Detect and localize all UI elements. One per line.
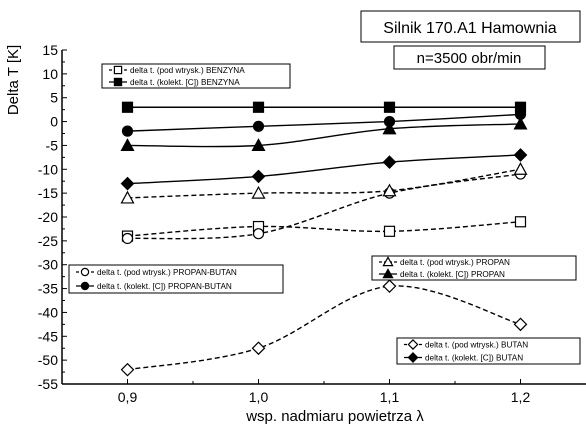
diamond-marker <box>407 339 419 350</box>
diamond-marker <box>513 148 528 162</box>
diamond-marker <box>407 352 419 363</box>
triangle-marker <box>382 256 394 267</box>
legend-entry-label: delta t. (pod wtrysk.) BUTAN <box>425 341 528 350</box>
diamond-marker <box>382 279 397 294</box>
legend-entry-label: delta t. (kolekt. [C]) PROPAN <box>400 270 505 279</box>
series-line <box>127 154 521 185</box>
triangle-marker <box>251 185 266 199</box>
legend-propan-butan: delta t. (pod wtrysk.) PROPAN-BUTAN delta… <box>68 264 284 294</box>
y-tick-label: -55 <box>38 376 58 392</box>
series-markers <box>120 101 528 377</box>
y-tick-label: -45 <box>38 328 58 344</box>
chart-subtitle: n=3500 obr/min <box>417 50 522 67</box>
legend-box <box>68 264 284 294</box>
diamond-marker <box>120 362 135 377</box>
y-axis-label: Delta T [K] <box>5 45 22 115</box>
circle-marker <box>80 267 90 277</box>
y-tick-label: -30 <box>38 257 58 273</box>
circle-marker <box>121 125 134 137</box>
legend-entry-label: delta t. (pod wtrysk.) BENZYNA <box>130 66 245 75</box>
legend-box <box>101 63 291 89</box>
diamond-marker <box>513 317 528 332</box>
square-marker <box>252 101 265 113</box>
x-tick-label: 1,1 <box>380 389 400 405</box>
y-tick-label: -40 <box>38 304 58 320</box>
diamond-marker <box>382 155 397 169</box>
legend-butan: delta t. (pod wtrysk.) BUTAN delta t. (ko… <box>396 337 581 365</box>
x-tick-label: 1,0 <box>249 389 269 405</box>
circle-marker <box>121 232 134 245</box>
square-marker <box>113 77 123 87</box>
series-line <box>127 123 521 148</box>
legend-entry-label: delta t. (pod wtrysk.) PROPAN-BUTAN <box>97 268 237 277</box>
y-tick-label: -25 <box>38 233 58 249</box>
triangle-marker <box>513 116 528 130</box>
series-line <box>127 173 521 240</box>
diamond-marker <box>251 169 266 184</box>
legend-benzyna: delta t. (pod wtrysk.) BENZYNA delta t. (… <box>101 63 291 89</box>
circle-marker <box>80 281 90 291</box>
square-marker <box>514 216 527 228</box>
y-tick-label: -15 <box>38 185 58 201</box>
series-line <box>127 113 521 132</box>
axes <box>61 50 586 385</box>
triangle-marker <box>120 138 135 152</box>
triangle-marker <box>382 121 397 135</box>
square-marker <box>383 101 396 113</box>
square-marker <box>383 225 396 237</box>
y-tick-label: -10 <box>38 161 58 177</box>
triangle-marker <box>382 268 394 279</box>
square-marker <box>121 101 134 113</box>
circle-marker <box>252 228 265 240</box>
legend-box <box>396 337 581 365</box>
y-tick-label: 5 <box>50 90 58 106</box>
series-line <box>127 221 521 237</box>
triangle-marker <box>513 162 528 175</box>
diamond-marker <box>120 176 135 191</box>
series-line <box>127 285 521 371</box>
y-tick-label: -5 <box>46 137 59 153</box>
x-ticks: 0,9 1,0 1,1 1,2 <box>118 379 531 405</box>
square-marker <box>113 65 123 75</box>
y-tick-label: 10 <box>42 66 58 82</box>
circle-marker <box>252 120 265 132</box>
legend-entry-label: delta t. (kolekt. [C]) BUTAN <box>425 354 523 363</box>
x-tick-label: 0,9 <box>118 389 138 405</box>
series-line <box>127 168 521 199</box>
triangle-marker <box>120 190 135 204</box>
legends: delta t. (pod wtrysk.) BENZYNA delta t. (… <box>68 63 581 365</box>
chart-title: Silnik 170.A1 Hamownia <box>383 20 557 37</box>
y-tick-label: -35 <box>38 281 58 297</box>
y-ticks: 15 10 5 0 -5 -10 -15 -20 -25 -30 -35 -40 -45 -50 -55 <box>38 42 67 392</box>
title-box: Silnik 170.A1 Hamownia <box>360 10 581 43</box>
legend-box <box>371 255 577 281</box>
y-tick-label: 0 <box>50 114 58 130</box>
legend-entry-label: delta t. (kolekt. [C]) BENZYNA <box>130 78 240 87</box>
subtitle-box: n=3500 obr/min <box>393 45 546 70</box>
x-tick-label: 1,2 <box>511 389 531 405</box>
diamond-marker <box>251 341 266 356</box>
triangle-marker <box>251 138 266 152</box>
legend-entry-label: delta t. (pod wtrysk.) PROPAN <box>400 258 510 267</box>
legend-propan: delta t. (pod wtrysk.) PROPAN delta t. (k… <box>371 255 577 281</box>
y-tick-label: -20 <box>38 209 58 225</box>
triangle-marker <box>382 183 397 197</box>
y-tick-label: 15 <box>42 42 58 58</box>
legend-entry-label: delta t. (kolekt. [C]) PROPAN-BUTAN <box>97 282 232 291</box>
y-tick-label: -50 <box>38 352 58 368</box>
series-lines <box>127 106 521 371</box>
x-axis-label: wsp. nadmiaru powietrza λ <box>245 408 424 425</box>
